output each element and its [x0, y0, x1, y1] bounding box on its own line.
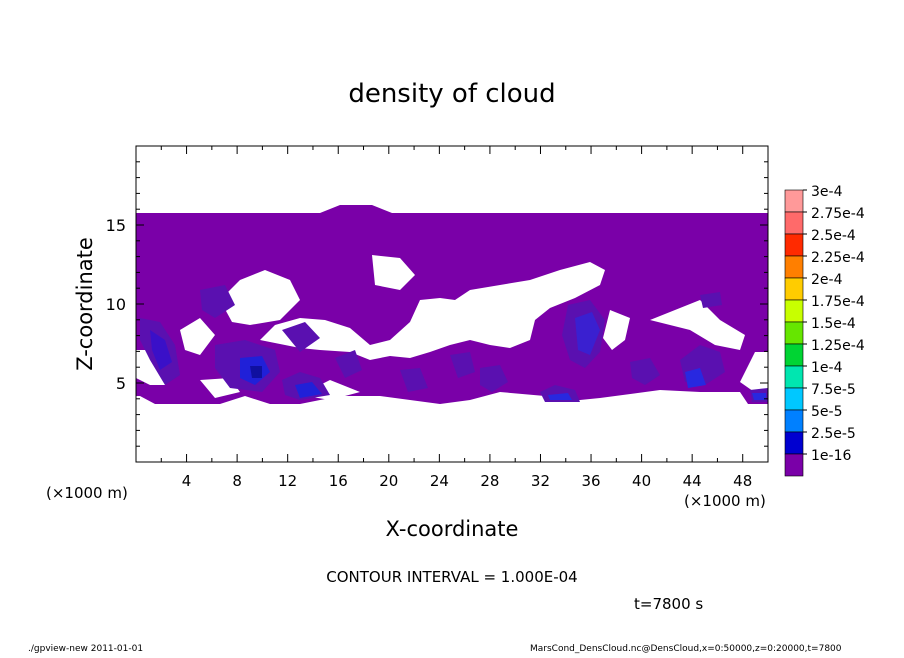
clear-gap [372, 255, 415, 290]
x-tick-label: 40 [632, 472, 651, 490]
density-patch [150, 330, 172, 370]
colorbar-label: 1.25e-4 [811, 338, 865, 354]
density-patch [250, 366, 262, 378]
colorbar-label: 2.5e-5 [811, 426, 856, 442]
density-patch [400, 368, 428, 392]
x-unit-left: (×1000 m) [46, 484, 128, 502]
density-patch [450, 352, 475, 378]
x-tick-label: 4 [182, 472, 192, 490]
clear-gap [220, 270, 300, 325]
density-patch [752, 393, 766, 400]
colorbar-label: 1e-16 [811, 448, 851, 464]
x-tick-label: 8 [232, 472, 242, 490]
colorbar-swatch [784, 277, 804, 301]
density-patch [575, 312, 600, 355]
clear-gap [603, 310, 630, 350]
colorbar-label: 3e-4 [811, 184, 843, 200]
colorbar-swatch [784, 255, 804, 279]
chart-title: density of cloud [348, 79, 555, 109]
colorbar-label: 2.5e-4 [811, 228, 856, 244]
density-patch [335, 350, 362, 378]
density-patch [282, 322, 320, 352]
time-text: t=7800 s [634, 595, 703, 613]
colorbar-swatch [784, 211, 804, 235]
density-patch [548, 393, 572, 400]
colorbar-swatch [784, 453, 804, 477]
x-unit-right: (×1000 m) [684, 492, 766, 510]
colorbar-label: 7.5e-5 [811, 382, 856, 398]
colorbar-swatch [784, 189, 804, 213]
footer-right: MarsCond_DensCloud.nc@DensCloud,x=0:5000… [530, 644, 842, 654]
density-patch [480, 365, 508, 392]
x-tick-label: 44 [683, 472, 702, 490]
y-tick-label: 15 [106, 216, 126, 235]
colorbar-label: 1.5e-4 [811, 316, 856, 332]
colorbar-label: 2.25e-4 [811, 250, 865, 266]
density-patch [295, 382, 322, 398]
colorbar-swatch [784, 343, 804, 367]
x-tick-label: 28 [480, 472, 499, 490]
x-tick-label: 12 [278, 472, 297, 490]
x-tick-label: 24 [430, 472, 449, 490]
contour-interval-text: CONTOUR INTERVAL = 1.000E-04 [326, 568, 577, 586]
colorbar-label: 1e-4 [811, 360, 843, 376]
clear-gap [260, 262, 605, 360]
contour-field [136, 205, 768, 404]
colorbar-swatch [784, 387, 804, 411]
colorbar-swatch [784, 409, 804, 433]
colorbar-swatch [784, 431, 804, 455]
colorbar-swatch [784, 365, 804, 389]
colorbar-label: 1.75e-4 [811, 294, 865, 310]
colorbar-swatch [784, 299, 804, 323]
density-patch [700, 292, 722, 308]
density-patch [630, 358, 660, 385]
y-tick-label: 10 [106, 295, 126, 314]
colorbar-swatch [784, 321, 804, 345]
colorbar-label: 2.75e-4 [811, 206, 865, 222]
density-patch [685, 368, 706, 388]
colorbar-swatch [784, 233, 804, 257]
footer-left: ./gpview-new 2011-01-01 [28, 644, 144, 654]
clear-gap [180, 318, 215, 355]
x-tick-label: 20 [379, 472, 398, 490]
x-tick-label: 32 [531, 472, 550, 490]
y-axis-label: Z-coordinate [73, 237, 97, 371]
x-tick-label: 16 [329, 472, 348, 490]
x-tick-label: 48 [733, 472, 752, 490]
colorbar-label: 2e-4 [811, 272, 843, 288]
x-tick-label: 36 [581, 472, 600, 490]
density-patch [200, 285, 235, 318]
x-axis-label: X-coordinate [386, 517, 519, 541]
colorbar-label: 5e-5 [811, 404, 842, 420]
y-tick-label: 5 [116, 374, 126, 393]
clear-gap [650, 300, 745, 350]
